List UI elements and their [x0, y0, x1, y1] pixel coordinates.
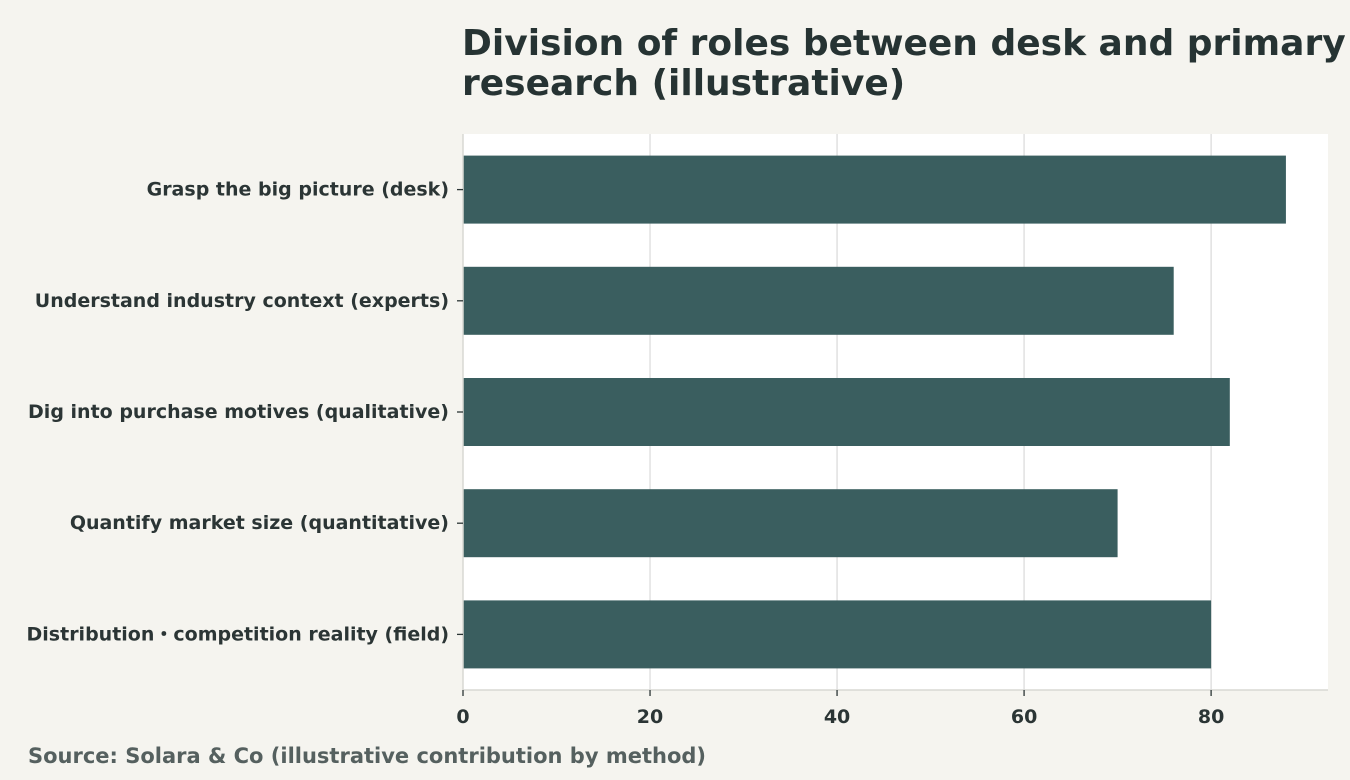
bars [463, 155, 1286, 669]
x-tick-label-3: 60 [1011, 706, 1037, 728]
bar-1 [463, 266, 1174, 335]
bar-4 [463, 600, 1212, 669]
category-label-4: Distribution・competition reality (field) [27, 623, 449, 645]
chart-title-line-2: research (illustrative) [462, 63, 905, 104]
bar-2 [463, 378, 1230, 446]
category-label-2: Dig into purchase motives (qualitative) [28, 401, 449, 423]
chart-title-line-1: Division of roles between desk and prima… [462, 23, 1346, 64]
bar-0 [463, 155, 1286, 224]
category-label-0: Grasp the big picture (desk) [147, 179, 449, 201]
category-label-1: Understand industry context (experts) [35, 290, 449, 312]
source-note: Source: Solara & Co (illustrative contri… [28, 744, 706, 768]
bar-3 [463, 489, 1118, 558]
chart-title: Division of roles between desk and prima… [462, 23, 1350, 104]
x-tick-label-0: 0 [456, 706, 469, 728]
axes [457, 134, 1328, 696]
x-tick-label-4: 80 [1198, 706, 1224, 728]
category-label-3: Quantify market size (quantitative) [70, 512, 449, 534]
x-tick-label-1: 20 [637, 706, 663, 728]
category-labels: Grasp the big picture (desk) Understand i… [27, 179, 449, 646]
x-tick-label-2: 40 [824, 706, 850, 728]
x-tick-labels: 0 20 40 60 80 [456, 706, 1224, 728]
